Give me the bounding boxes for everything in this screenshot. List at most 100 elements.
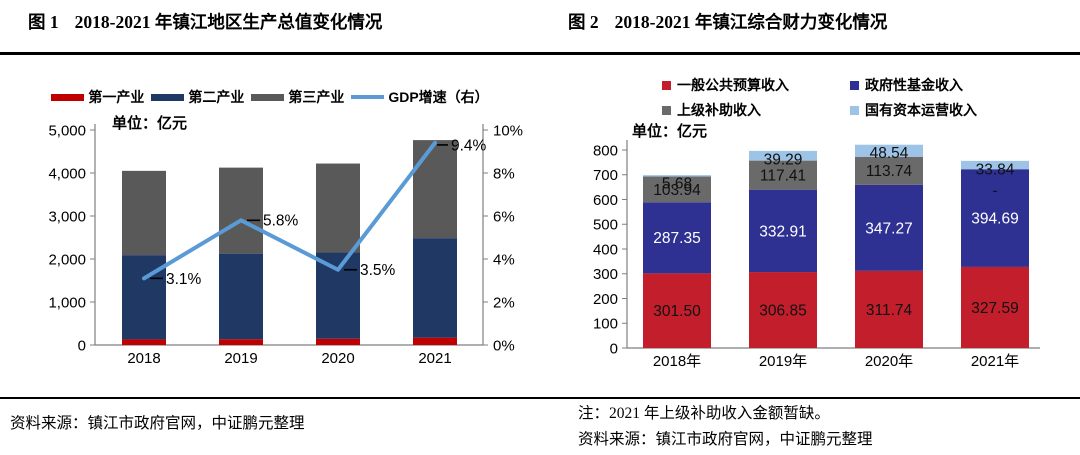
right-axis-tick-label: 4% [493,251,515,268]
figure1-title: 图 1 2018-2021 年镇江地区生产总值变化情况 [28,9,382,34]
figure1-legend: 第一产业 第二产业 第三产业 GDP增速（右） [0,87,540,107]
bar-segment [316,338,360,345]
bar-segment [643,202,711,274]
legend-item: GDP增速（右） [351,87,489,107]
bar-segment [316,252,360,339]
y-axis-tick-label: 300 [593,266,618,283]
legend-label: 国有资本运营收入 [865,102,977,118]
bar-value-label: 113.74 [866,163,913,180]
figure2-note: 注：2021 年上级补助收入金额暂缺。 [578,405,830,422]
bar-value-label: 394.69 [971,211,1018,228]
bar-segment [219,167,263,254]
right-axis-tick-label: 10% [493,122,523,139]
gdp-growth-value-label: 3.5% [360,262,396,279]
legend-swatch [351,95,385,99]
bar-value-label: 347.27 [865,220,912,237]
gdp-growth-value-label: 5.8% [263,213,299,230]
legend-item: 政府性基金收入 [850,75,977,95]
figure2-source: 资料来源：镇江市政府官网，中证鹏元整理 [578,431,873,448]
bar-segment [961,266,1029,348]
bar-segment [855,156,923,185]
figure2-label: 图 2 [568,12,599,32]
legend-label: GDP增速（右） [388,89,489,105]
y-axis-tick-label: 0 [610,340,618,357]
legend-label: 第三产业 [288,89,345,105]
gdp-growth-line [142,140,437,281]
bar-value-label: 33.84 [976,161,1015,178]
bar-value-label: - [992,183,997,200]
figure1-unit-label: 单位：亿元 [112,115,188,132]
right-axis-tick-label: 8% [493,165,515,182]
right-axis-tick-label: 0% [493,337,515,354]
left-axis-tick-label: 3,000 [48,208,86,225]
legend-item: 第一产业 [51,87,144,107]
left-axis-tick-label: 1,000 [48,294,86,311]
y-axis-tick-label: 800 [593,142,618,159]
bar-segment [122,339,166,345]
legend-swatch [151,93,185,101]
right-axis-tick-label: 6% [493,208,515,225]
category-label: 2021年 [971,353,1019,370]
bar-segment [413,238,457,338]
category-label: 2021 [418,350,451,367]
bar-segment [749,160,817,190]
legend-item: 上级补助收入 [662,100,850,120]
bar-segment [855,270,923,348]
footer-divider-rule [0,397,1080,399]
title-divider-rule [0,52,1080,55]
bar-segment [961,169,1029,267]
y-axis-tick-label: 400 [593,241,618,258]
bar-segment [413,140,457,239]
legend-swatch [850,105,859,115]
bar-segment [413,337,457,345]
bar-value-label: 332.91 [759,223,806,240]
legend-label: 政府性基金收入 [865,77,963,93]
gdp-growth-value-label: 3.1% [166,271,202,288]
figure2-legend: 一般公共预算收入 政府性基金收入上级补助收入 国有资本运营收入 [662,75,977,120]
figure1-label: 图 1 [28,12,59,32]
bar-segment [122,170,166,256]
legend-swatch [51,93,85,101]
bar-value-label: 287.35 [653,230,700,247]
category-label: 2020 [321,350,354,367]
legend-item: 第三产业 [251,87,344,107]
bar-segment [219,339,263,345]
bar-segment [643,273,711,348]
bar-segment [643,176,711,203]
figure2-unit-label: 单位：亿元 [632,123,708,140]
legend-label: 第一产业 [88,89,145,105]
bar-value-label: 5.68 [662,176,692,193]
left-axis-tick-label: 0 [78,337,86,354]
bar-segment [749,272,817,348]
y-axis-tick-label: 500 [593,217,618,234]
gdp-growth-value-label: 9.4% [451,137,487,154]
left-axis-tick-label: 2,000 [48,251,86,268]
category-label: 2020年 [865,353,913,370]
legend-item: 国有资本运营收入 [850,100,977,120]
bar-segment [749,189,817,273]
fiscal-stacked-bar-chart: 0 100 200 300 400 500 600 700 800 301.50 287.35 103… [593,140,1040,370]
bar-value-label: 48.54 [870,145,909,162]
legend-label: 上级补助收入 [677,102,761,118]
legend-swatch [662,105,671,115]
bar-segment [643,175,711,177]
bar-segment [961,160,1029,170]
bar-value-label: 117.41 [760,168,806,185]
category-label: 2018年 [653,353,701,370]
bar-value-label: 103.94 [653,182,701,199]
figure2-title: 图 2 2018-2021 年镇江综合财力变化情况 [568,9,887,34]
bar-value-label: 39.29 [764,151,803,168]
y-axis-tick-label: 200 [593,291,618,308]
bar-segment [855,144,923,157]
legend-label: 一般公共预算收入 [677,77,789,93]
gdp-stacked-bar-line-chart: 0 1,000 2,000 3,000 4,000 5,000 0% 2% 4% 6% 8% 10% 2… [48,122,523,367]
y-axis-tick-label: 700 [593,167,618,184]
legend-item: 第二产业 [151,87,244,107]
bar-value-label: 301.50 [653,303,701,320]
legend-swatch [251,93,285,101]
y-axis-tick-label: 600 [593,192,618,209]
figure1-panel: 图 1 2018-2021 年镇江地区生产总值变化情况 第一产业 第二产业 第三产业… [0,9,540,432]
category-label: 2018 [127,350,160,367]
legend-item: 一般公共预算收入 [662,75,850,95]
bar-value-label: 306.85 [759,302,806,319]
